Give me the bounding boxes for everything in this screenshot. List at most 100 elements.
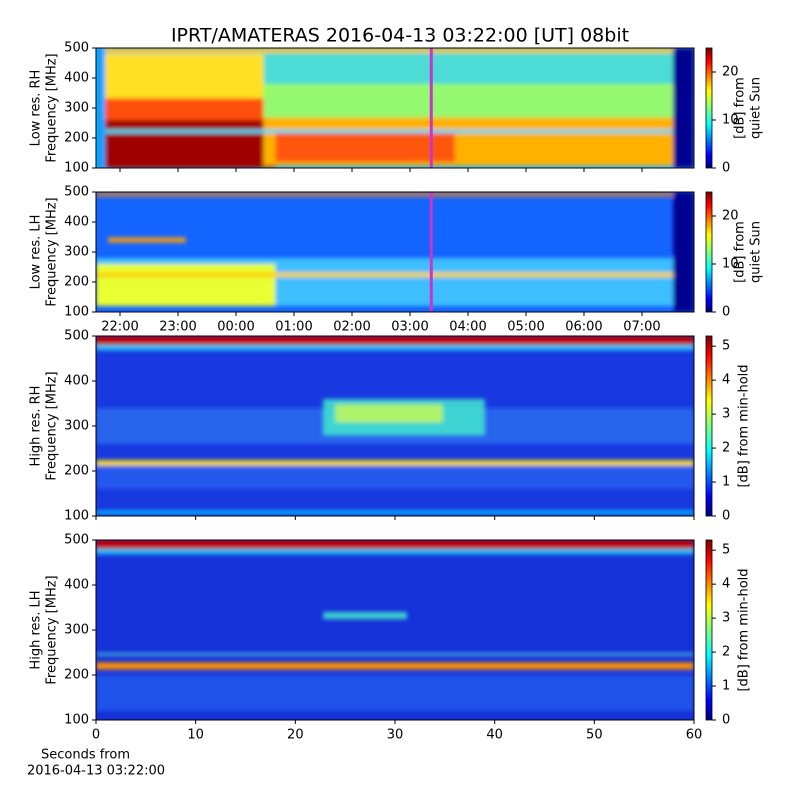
y-tick-label: 500 <box>64 533 89 548</box>
spectrogram-patch <box>107 237 186 243</box>
spectrogram <box>96 48 694 168</box>
x-tick-label: 02:00 <box>333 320 370 335</box>
colorbar <box>705 191 713 313</box>
spectrogram <box>96 336 694 516</box>
y-tick-label: 100 <box>64 161 89 176</box>
spectrogram-texture <box>96 192 694 312</box>
colorbar-tick-label: 2 <box>722 441 730 456</box>
colorbar-tick-label: 1 <box>722 475 730 490</box>
colorbar-tick-label: 0 <box>722 713 730 728</box>
y-axis-label: Frequency [MHz] <box>45 53 60 162</box>
colorbar-tick-label: 4 <box>722 577 730 592</box>
x-tick-label: 0 <box>92 728 100 743</box>
spectrogram-patch <box>96 48 694 53</box>
x-tick-label: 05:00 <box>507 320 544 335</box>
spectrogram-patch <box>263 84 677 120</box>
spectrogram <box>96 192 694 312</box>
y-tick-label: 500 <box>64 41 89 56</box>
x-tick-label: 04:00 <box>449 320 486 335</box>
spectrogram-patch <box>673 192 694 312</box>
colorbar-tick-label: 10 <box>722 257 739 272</box>
colorbar-tick-label: 4 <box>722 373 730 388</box>
spectrogram-patch <box>96 662 694 670</box>
x-tick-label: 01:00 <box>275 320 312 335</box>
spectrogram-patch <box>96 549 694 555</box>
spectrogram-patch <box>96 272 694 278</box>
y-tick-label: 500 <box>64 185 89 200</box>
spectrogram-patch <box>96 129 694 134</box>
y-tick-label: 300 <box>64 419 89 434</box>
y-axis-label: High res. LH <box>29 590 44 669</box>
y-axis-label: Frequency [MHz] <box>45 575 60 684</box>
colorbar-label: [dB] from min-hold <box>737 364 752 487</box>
y-tick-label: 300 <box>64 101 89 116</box>
x-axis-label: 2016-04-13 03:22:00 <box>27 764 165 779</box>
spectrogram-patch <box>96 465 694 489</box>
spectrogram-patch <box>96 336 694 345</box>
figure-title: IPRT/AMATERAS 2016-04-13 03:22:00 [UT] 0… <box>171 25 629 47</box>
colorbar-tick-label: 1 <box>722 679 730 694</box>
y-tick-label: 100 <box>64 305 89 320</box>
spectrogram-patch <box>96 653 694 656</box>
spectrogram-texture <box>96 48 694 168</box>
colorbar-tick-label: 5 <box>722 543 730 558</box>
spectrogram-texture <box>96 336 694 515</box>
colorbar-tick-label: 20 <box>722 65 739 80</box>
spectrogram-patch <box>96 48 105 168</box>
spectrogram-patch <box>96 192 694 197</box>
spectrogram-patch <box>96 675 694 711</box>
colorbar-tick-label: 3 <box>722 407 730 422</box>
x-tick-label: 06:00 <box>565 320 602 335</box>
spectrogram <box>96 540 694 720</box>
spectrogram-patch <box>96 510 694 515</box>
y-axis-label: High res. RH <box>29 386 44 467</box>
x-tick-label: 60 <box>686 728 703 743</box>
x-tick-label: 00:00 <box>217 320 254 335</box>
spectrogram-patch <box>335 404 443 423</box>
x-tick-label: 30 <box>387 728 404 743</box>
x-tick-label: 03:00 <box>391 320 428 335</box>
y-tick-label: 400 <box>64 215 89 230</box>
x-tick-label: 23:00 <box>159 320 196 335</box>
y-tick-label: 400 <box>64 578 89 593</box>
colorbar-label: [dB] from <box>733 221 748 283</box>
colorbar-label: [dB] from <box>733 77 748 139</box>
x-tick-label: 40 <box>486 728 503 743</box>
x-tick-label: 07:00 <box>623 320 660 335</box>
y-axis-label: Low res. RH <box>29 70 44 147</box>
spectrogram-patch <box>96 120 276 168</box>
spectrogram-patch <box>96 54 264 102</box>
colorbar-label: [dB] from min-hold <box>737 568 752 691</box>
y-axis-label: Frequency [MHz] <box>45 197 60 306</box>
y-tick-label: 200 <box>64 668 89 683</box>
colorbar-label: quiet Sun <box>749 77 764 139</box>
y-tick-label: 100 <box>64 713 89 728</box>
y-tick-label: 400 <box>64 71 89 86</box>
y-tick-label: 200 <box>64 275 89 290</box>
y-tick-label: 500 <box>64 329 89 344</box>
x-tick-label: 20 <box>287 728 304 743</box>
x-tick-label: 10 <box>187 728 204 743</box>
x-tick-label: 22:00 <box>101 320 138 335</box>
colorbar-tick-label: 20 <box>722 209 739 224</box>
x-tick-label: 50 <box>586 728 603 743</box>
spectrogram-patch <box>673 48 694 168</box>
spectrogram-texture <box>96 540 694 711</box>
colorbar-tick-label: 10 <box>722 113 739 128</box>
colorbar-tick-label: 2 <box>722 645 730 660</box>
spectrogram-patch <box>275 132 455 162</box>
spectrogram-patch <box>96 540 694 549</box>
colorbar <box>705 539 713 721</box>
colorbar-tick-label: 5 <box>722 339 730 354</box>
spectrogram-patch <box>96 460 694 466</box>
y-tick-label: 200 <box>64 131 89 146</box>
colorbar-tick-label: 0 <box>722 509 730 524</box>
spectrogram-patch <box>96 264 276 306</box>
colorbar <box>705 47 713 169</box>
y-axis-label: Frequency [MHz] <box>45 371 60 480</box>
colorbar-tick-label: 3 <box>722 611 730 626</box>
colorbar-tick-label: 0 <box>722 305 730 320</box>
y-tick-label: 200 <box>64 464 89 479</box>
